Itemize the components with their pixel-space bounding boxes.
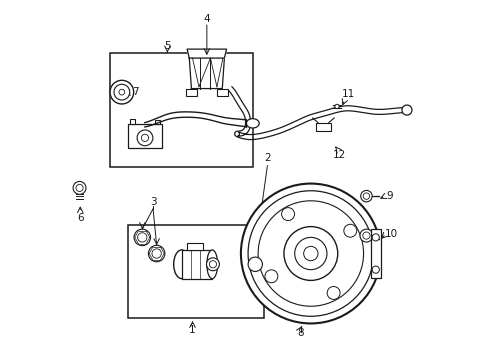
Circle shape bbox=[241, 184, 380, 323]
Bar bbox=[370, 229, 380, 278]
Ellipse shape bbox=[206, 250, 217, 279]
Bar bbox=[217, 89, 227, 96]
Text: 6: 6 bbox=[77, 213, 83, 222]
Text: 7: 7 bbox=[132, 87, 138, 97]
Circle shape bbox=[134, 229, 150, 246]
Polygon shape bbox=[187, 49, 226, 58]
Circle shape bbox=[137, 233, 147, 242]
Circle shape bbox=[281, 208, 294, 221]
Circle shape bbox=[284, 226, 337, 280]
Circle shape bbox=[137, 130, 153, 146]
Circle shape bbox=[119, 89, 124, 95]
Circle shape bbox=[334, 104, 339, 109]
Text: 11: 11 bbox=[341, 89, 354, 99]
Circle shape bbox=[247, 257, 262, 271]
Circle shape bbox=[148, 245, 164, 262]
Circle shape bbox=[371, 266, 379, 273]
Bar bbox=[129, 119, 135, 125]
Circle shape bbox=[294, 237, 326, 270]
Bar bbox=[128, 125, 162, 148]
Circle shape bbox=[206, 258, 219, 271]
Bar bbox=[315, 123, 330, 131]
Circle shape bbox=[343, 224, 356, 237]
Circle shape bbox=[73, 181, 86, 194]
Circle shape bbox=[141, 134, 148, 141]
Circle shape bbox=[303, 246, 317, 261]
Circle shape bbox=[359, 229, 372, 242]
Bar bbox=[185, 89, 196, 96]
Circle shape bbox=[247, 191, 373, 316]
Circle shape bbox=[110, 80, 133, 104]
Circle shape bbox=[152, 249, 161, 258]
Circle shape bbox=[401, 105, 411, 115]
Circle shape bbox=[209, 261, 216, 268]
Circle shape bbox=[258, 201, 363, 306]
Text: 10: 10 bbox=[384, 229, 397, 239]
Text: 4: 4 bbox=[203, 14, 210, 24]
Text: 3: 3 bbox=[149, 197, 156, 207]
Circle shape bbox=[326, 287, 339, 300]
Bar bbox=[110, 53, 253, 167]
Bar bbox=[128, 225, 264, 318]
Text: 5: 5 bbox=[164, 41, 170, 50]
Bar bbox=[182, 250, 212, 279]
Bar bbox=[187, 243, 203, 250]
Circle shape bbox=[363, 193, 369, 199]
Polygon shape bbox=[189, 58, 224, 89]
Circle shape bbox=[371, 234, 379, 241]
Circle shape bbox=[360, 190, 371, 202]
Text: 8: 8 bbox=[296, 328, 303, 338]
Text: 9: 9 bbox=[386, 191, 392, 201]
Circle shape bbox=[114, 84, 129, 100]
Circle shape bbox=[76, 184, 83, 192]
Ellipse shape bbox=[246, 119, 259, 128]
Ellipse shape bbox=[173, 250, 189, 279]
Circle shape bbox=[264, 270, 277, 283]
Circle shape bbox=[243, 252, 266, 276]
Text: 2: 2 bbox=[264, 153, 270, 163]
Text: 12: 12 bbox=[332, 150, 346, 160]
Bar bbox=[155, 120, 160, 125]
Circle shape bbox=[362, 232, 369, 239]
Text: 1: 1 bbox=[189, 325, 195, 335]
